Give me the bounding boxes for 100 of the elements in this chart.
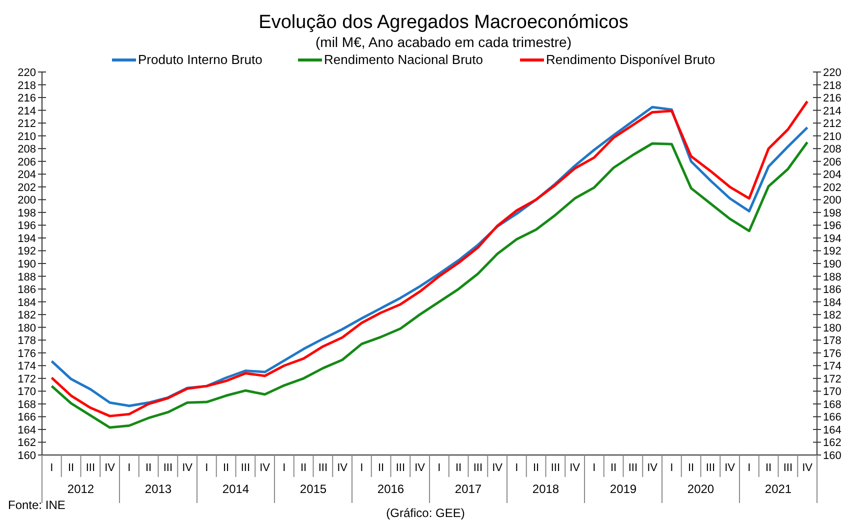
legend-label: Rendimento Disponível Bruto [546, 52, 716, 67]
y2-tick-label: 194 [823, 232, 842, 245]
y2-tick-label: 202 [823, 182, 842, 194]
chart-subtitle: (mil M€, Ano acabado em cada trimestre) [316, 34, 572, 50]
x-tick-label: III [473, 462, 483, 474]
y2-tick-label: 196 [823, 220, 842, 232]
text: 2016 [377, 482, 404, 496]
x-tick-label: IV [182, 462, 194, 474]
x-tick-label: IV [492, 462, 504, 474]
x-tick-label: IV [570, 462, 581, 474]
y-tick-label: 192 [18, 246, 36, 258]
y-tick-label: 186 [18, 284, 36, 296]
x-tick-label: III [163, 462, 173, 474]
y2-tick-label: 220 [823, 67, 842, 79]
x-tick-label: III [783, 462, 793, 474]
y2-tick-label: 210 [823, 130, 842, 143]
y2-tick-label: 182 [823, 310, 842, 322]
x-tick-label: I [670, 462, 674, 474]
line-series [50, 140, 809, 429]
y-tick-label: 208 [18, 144, 36, 156]
y-tick-label: 220 [18, 67, 36, 79]
x-tick-label: III [240, 462, 250, 474]
x-tick-label: I [438, 462, 441, 474]
x-tick-label: I [128, 462, 131, 474]
y2-tick-label: 170 [823, 386, 842, 398]
x-tick-label: II [68, 462, 74, 474]
y-tick-label: 198 [18, 207, 36, 220]
y2-tick-label: 190 [823, 258, 842, 270]
y2-tick-label: 186 [823, 284, 842, 296]
x-tick-label: I [50, 462, 54, 474]
chart-title: Evolução dos Agregados Macroeconómicos [258, 12, 628, 33]
y-tick-label: 176 [18, 348, 36, 360]
x-tick-label: I [515, 462, 518, 474]
x-tick-label: IV [260, 462, 271, 474]
y-tick-label: 180 [18, 322, 36, 334]
y-tick-label: 214 [18, 105, 36, 118]
x-tick-label: IV [414, 462, 426, 474]
y-tick-label: 174 [18, 360, 36, 373]
y-tick-label: 206 [18, 156, 36, 168]
y2-tick-label: 204 [823, 169, 842, 182]
text: 2019 [610, 482, 637, 496]
text: 2017 [454, 482, 482, 496]
x-tick-label: III [396, 462, 406, 474]
y-tick-label: 166 [18, 412, 36, 424]
text: 2013 [144, 482, 172, 496]
y2-tick-label: 164 [823, 424, 842, 436]
y-tick-label: 178 [18, 335, 36, 348]
y-tick-label: 216 [18, 92, 36, 105]
text: 2020 [687, 482, 714, 496]
y2-tick-label: 216 [823, 92, 842, 105]
text: 2021 [764, 482, 792, 496]
x-tick-label: III [550, 462, 560, 474]
x-tick-label: IV [104, 462, 116, 474]
y2-tick-label: 198 [823, 207, 842, 220]
y2-tick-label: 172 [823, 373, 842, 386]
y2-tick-label: 200 [823, 194, 842, 207]
x-tick-label: IV [802, 462, 814, 474]
text: 2014 [222, 482, 250, 496]
x-tick-label: IV [647, 462, 658, 474]
x-tick-label: III [706, 462, 716, 474]
y2-tick-label: 218 [823, 80, 842, 92]
x-tick-label: IV [337, 462, 348, 474]
y-tick-label: 210 [18, 130, 36, 143]
y2-tick-label: 208 [823, 144, 842, 156]
text: 2012 [67, 482, 94, 496]
x-tick-label: II [688, 462, 694, 474]
y-tick-label: 194 [18, 232, 36, 245]
y2-tick-label: 168 [823, 398, 842, 411]
x-tick-label: III [86, 462, 96, 474]
y-tick-label: 168 [18, 398, 36, 411]
y-tick-label: 160 [18, 450, 36, 462]
text: (Gráfico: GEE) [386, 506, 465, 520]
x-tick-label: II [300, 462, 307, 474]
y-tick-label: 182 [18, 310, 36, 322]
x-tick-label: I [205, 462, 208, 474]
x-tick-label: II [223, 462, 230, 474]
x-tick-label: IV [724, 462, 736, 474]
y-tick-label: 196 [18, 220, 36, 232]
y-tick-label: 164 [18, 424, 36, 436]
x-tick-label: II [146, 462, 152, 474]
x-tick-label: II [610, 462, 617, 474]
legend-label: Rendimento Nacional Bruto [324, 52, 483, 67]
y-tick-label: 172 [18, 373, 36, 386]
y-tick-label: 162 [18, 437, 36, 450]
x-tick-label: II [533, 462, 540, 474]
y-tick-label: 200 [18, 194, 36, 207]
y-tick-label: 218 [18, 80, 36, 92]
source-note: Fonte: INE [8, 498, 66, 512]
y-tick-label: 202 [18, 182, 36, 194]
x-tick-label: III [318, 462, 328, 474]
y-tick-label: 212 [18, 118, 36, 130]
y2-tick-label: 162 [823, 437, 842, 450]
y2-tick-label: 180 [823, 322, 842, 334]
y-tick-label: 170 [18, 386, 36, 398]
y2-tick-label: 176 [823, 348, 842, 360]
x-tick-label: III [628, 462, 638, 474]
x-tick-label: II [456, 462, 462, 474]
y2-tick-label: 174 [823, 360, 842, 373]
y-tick-label: 204 [18, 169, 36, 182]
text: 2015 [300, 482, 327, 496]
